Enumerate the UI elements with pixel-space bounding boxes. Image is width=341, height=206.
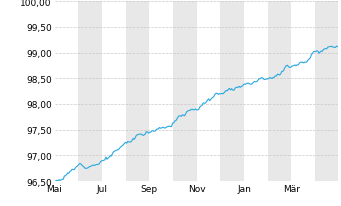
Bar xyxy=(315,2,339,181)
Bar xyxy=(78,2,102,181)
Bar xyxy=(125,2,149,181)
Bar xyxy=(268,2,291,181)
Bar xyxy=(173,2,197,181)
Bar xyxy=(220,2,244,181)
